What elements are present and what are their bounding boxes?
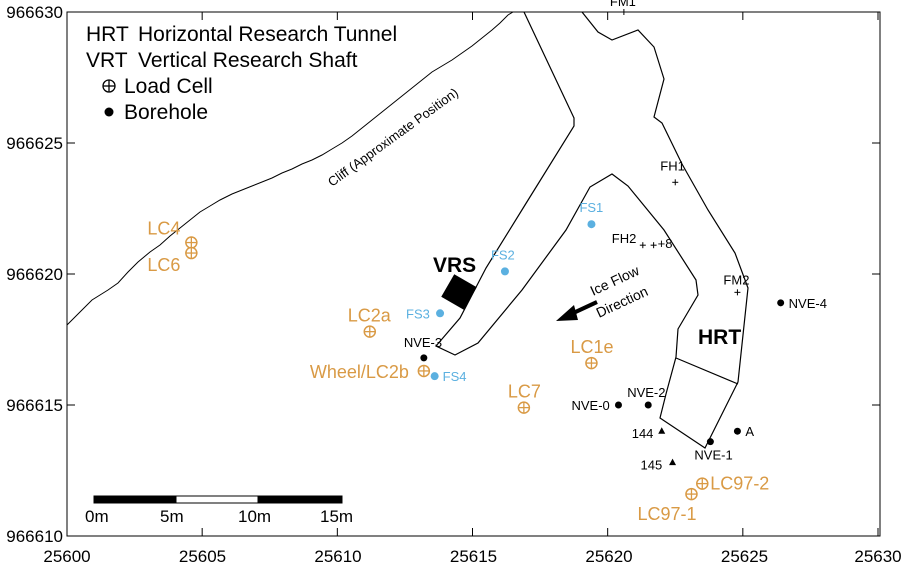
borehole-label: NVE-3 (404, 335, 442, 350)
x-tick-label: 25610 (314, 547, 361, 566)
borehole-marker (644, 401, 652, 409)
y-tick-label: 966610 (6, 527, 63, 546)
borehole-marker-blue (436, 309, 445, 318)
survey-point-marker (672, 179, 679, 186)
x-tick-label: 25615 (450, 547, 497, 566)
survey-point-label: FH2 (612, 231, 637, 246)
load-cell-marker (585, 356, 598, 370)
vrs-label: VRS (433, 254, 476, 277)
scale-label: 10m (238, 507, 271, 526)
borehole-marker (706, 438, 714, 446)
legend-text-vrt: Vertical Research Shaft (138, 49, 358, 72)
scale-label: 5m (160, 507, 184, 526)
borehole-label: A (745, 424, 754, 439)
survey-point-marker (734, 289, 741, 296)
survey-point-marker (639, 242, 646, 249)
scale-label: 0m (85, 507, 109, 526)
borehole-marker-blue (500, 267, 509, 276)
x-tick-label: 25620 (585, 547, 632, 566)
legend: HRT Horizontal Research Tunnel VRT Verti… (86, 23, 397, 124)
borehole-marker-blue (587, 220, 596, 229)
load-cell-marker (417, 364, 431, 378)
borehole-marker-blue (430, 372, 439, 381)
vrs-shaft (441, 274, 477, 310)
borehole-marker (420, 354, 428, 362)
survey-point-marker (650, 242, 657, 249)
axis-ticks (66, 11, 880, 537)
scale-label: 15m (320, 507, 353, 526)
y-tick-label: 966620 (6, 265, 63, 284)
borehole-marker (733, 427, 741, 435)
survey-point-label: FH1 (660, 158, 685, 173)
borehole-icon (104, 107, 114, 117)
borehole-label: NVE-0 (571, 398, 609, 413)
borehole-label: NVE-2 (627, 385, 665, 400)
triangle-marker (658, 427, 666, 434)
survey-point-label: +8 (658, 236, 673, 251)
load-cell-label: LC4 (147, 219, 180, 239)
borehole-label: NVE-4 (789, 296, 827, 311)
y-tick-label: 966615 (6, 396, 63, 415)
tunnel-outline (435, 11, 749, 449)
ice-flow-arrow (556, 300, 598, 321)
borehole-label-blue: FS2 (491, 247, 515, 262)
load-cell-marker (363, 325, 377, 338)
load-cell-label: LC6 (147, 255, 180, 275)
load-cell-marker (696, 477, 709, 490)
triangle-label: 144 (632, 426, 654, 441)
borehole-label: NVE-1 (694, 448, 732, 463)
borehole-label-blue: FS4 (443, 369, 467, 384)
y-tick-labels: 966630 966625 966620 966615 966610 (6, 3, 63, 546)
x-tick-label: 25630 (854, 547, 901, 566)
load-cell-label: LC1e (570, 337, 613, 357)
load-cell-marker (185, 246, 198, 260)
load-cell-label: LC7 (508, 382, 541, 402)
cliff-line (66, 11, 514, 326)
x-tick-label: 25625 (721, 547, 768, 566)
legend-symbol-hrt: HRT (86, 23, 129, 46)
load-cell-marker (517, 401, 531, 414)
legend-text-borehole: Borehole (124, 101, 208, 124)
load-cell-label: Wheel/LC2b (310, 362, 409, 382)
load-cell-label: LC97-2 (710, 474, 769, 494)
cliff-label: Cliff (Approximate Position) (325, 85, 461, 190)
x-tick-label: 25600 (43, 547, 90, 566)
survey-point-label: FM2 (723, 272, 749, 287)
borehole-label-blue: FS1 (579, 200, 603, 215)
y-tick-label: 966630 (6, 3, 63, 22)
triangle-label: 145 (641, 458, 663, 473)
y-tick-label: 966625 (6, 134, 63, 153)
borehole-marker (777, 299, 785, 307)
load-cell-icon (102, 79, 116, 93)
legend-text-hrt: Horizontal Research Tunnel (138, 23, 397, 46)
points-layer: LC4 LC6 LC2a Wheel/LC2b LC1e LC7 LC97-2 LC97-1 F… (147, 0, 827, 524)
load-cell-marker (685, 487, 698, 501)
scale-bar: 0m 5m 10m 15m (85, 495, 353, 526)
x-tick-labels: 25600 25605 25610 25615 25620 25625 2563… (43, 547, 901, 566)
x-tick-label: 25605 (179, 547, 226, 566)
legend-text-load-cell: Load Cell (124, 75, 213, 98)
hrt-section-line (675, 357, 739, 385)
hrt-label: HRT (698, 326, 741, 349)
load-cell-marker (185, 236, 198, 249)
load-cell-label: LC2a (348, 306, 392, 326)
survey-point-label: FM1 (610, 0, 636, 9)
survey-point-marker (620, 9, 627, 15)
borehole-label-blue: FS3 (406, 306, 430, 321)
triangle-marker (669, 458, 677, 466)
legend-symbol-vrt: VRT (86, 49, 128, 72)
borehole-marker (614, 401, 622, 409)
load-cell-label: LC97-1 (637, 504, 696, 524)
